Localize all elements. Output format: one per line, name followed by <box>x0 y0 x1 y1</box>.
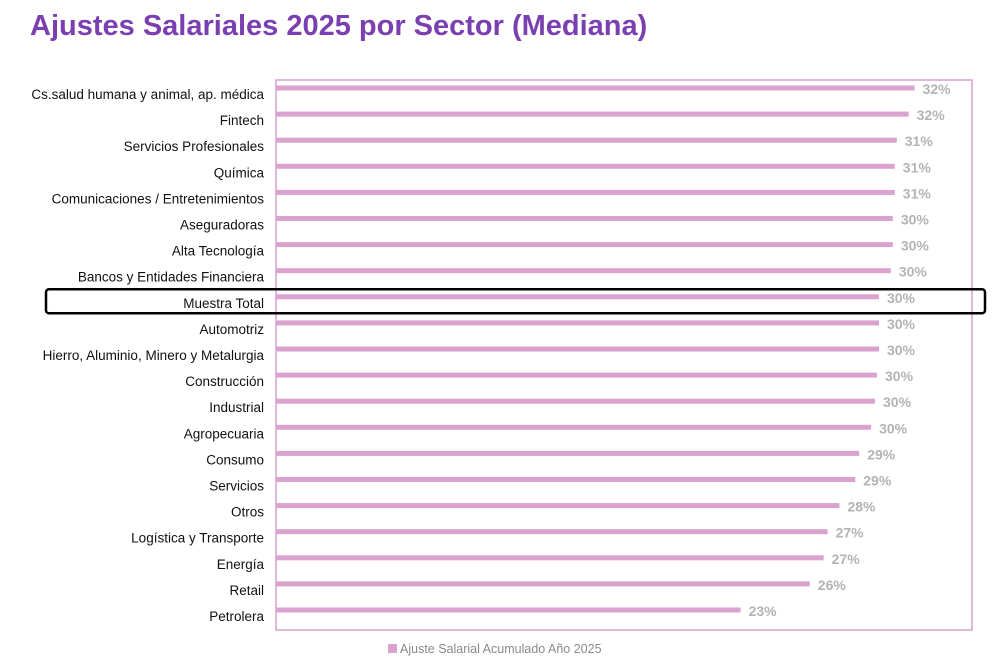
plot-frame <box>275 79 973 631</box>
bar <box>276 346 879 352</box>
value-label: 30% <box>885 368 914 384</box>
category-label: Otros <box>231 505 264 520</box>
bar <box>276 242 893 248</box>
category-label: Industrial <box>209 400 264 415</box>
value-label: 30% <box>879 420 908 436</box>
category-label: Bancos y Entidades Financiera <box>78 270 265 285</box>
bar <box>276 320 879 326</box>
bar <box>276 163 895 169</box>
bar <box>276 555 824 561</box>
value-label: 29% <box>863 473 892 489</box>
value-label: 30% <box>901 238 930 254</box>
bar <box>276 477 856 482</box>
value-label: 29% <box>867 446 896 462</box>
bar <box>276 216 893 221</box>
chart-title: Ajustes Salariales 2025 por Sector (Medi… <box>30 10 648 42</box>
highlight-box <box>44 288 987 315</box>
category-label: Química <box>214 165 265 180</box>
bar <box>276 294 879 300</box>
bar <box>276 424 872 430</box>
bar <box>276 372 878 378</box>
bar <box>276 450 860 456</box>
value-label: 32% <box>923 81 952 97</box>
category-label: Construcción <box>185 374 264 389</box>
value-label: 30% <box>887 290 916 306</box>
bar <box>276 529 828 535</box>
category-label: Energía <box>217 557 265 572</box>
value-label: 27% <box>832 551 861 567</box>
category-label: Servicios Profesionales <box>124 139 265 154</box>
value-label: 32% <box>917 107 946 123</box>
category-label: Comunicaciones / Entretenimientos <box>52 191 265 206</box>
value-label: 28% <box>847 499 876 515</box>
value-label: 31% <box>903 185 932 201</box>
category-label: Hierro, Aluminio, Minero y Metalurgia <box>43 348 265 363</box>
category-label: Logística y Transporte <box>131 531 264 546</box>
value-label: 30% <box>883 394 912 410</box>
value-label: 31% <box>903 159 932 175</box>
value-label: 31% <box>905 133 934 149</box>
value-label: 30% <box>887 342 916 358</box>
bar <box>276 398 876 404</box>
value-label: 27% <box>836 525 865 541</box>
legend-swatch <box>388 644 397 653</box>
category-label: Agropecuaria <box>184 426 265 441</box>
bar <box>276 268 891 274</box>
value-label: 30% <box>901 212 930 228</box>
category-label: Consumo <box>206 452 264 467</box>
legend-label: Ajuste Salarial Acumulado Año 2025 <box>400 642 602 656</box>
bar <box>276 111 909 117</box>
value-label: 30% <box>899 264 928 280</box>
value-label: 26% <box>818 577 847 593</box>
bar <box>276 137 897 143</box>
bar <box>276 503 840 509</box>
category-label: Aseguradoras <box>180 218 264 233</box>
category-label: Alta Tecnología <box>172 244 265 259</box>
category-label: Cs.salud humana y animal, ap. médica <box>31 87 264 102</box>
category-label: Servicios <box>209 479 264 494</box>
value-label: 23% <box>749 603 778 619</box>
category-label: Retail <box>229 583 264 598</box>
bar <box>276 581 810 587</box>
bar <box>276 189 895 195</box>
bar <box>276 85 915 91</box>
category-label: Petrolera <box>209 609 264 624</box>
category-label: Fintech <box>220 113 264 128</box>
category-label: Muestra Total <box>183 296 264 311</box>
value-label: 30% <box>887 316 916 332</box>
bar <box>276 607 741 613</box>
category-label: Automotriz <box>199 322 264 337</box>
